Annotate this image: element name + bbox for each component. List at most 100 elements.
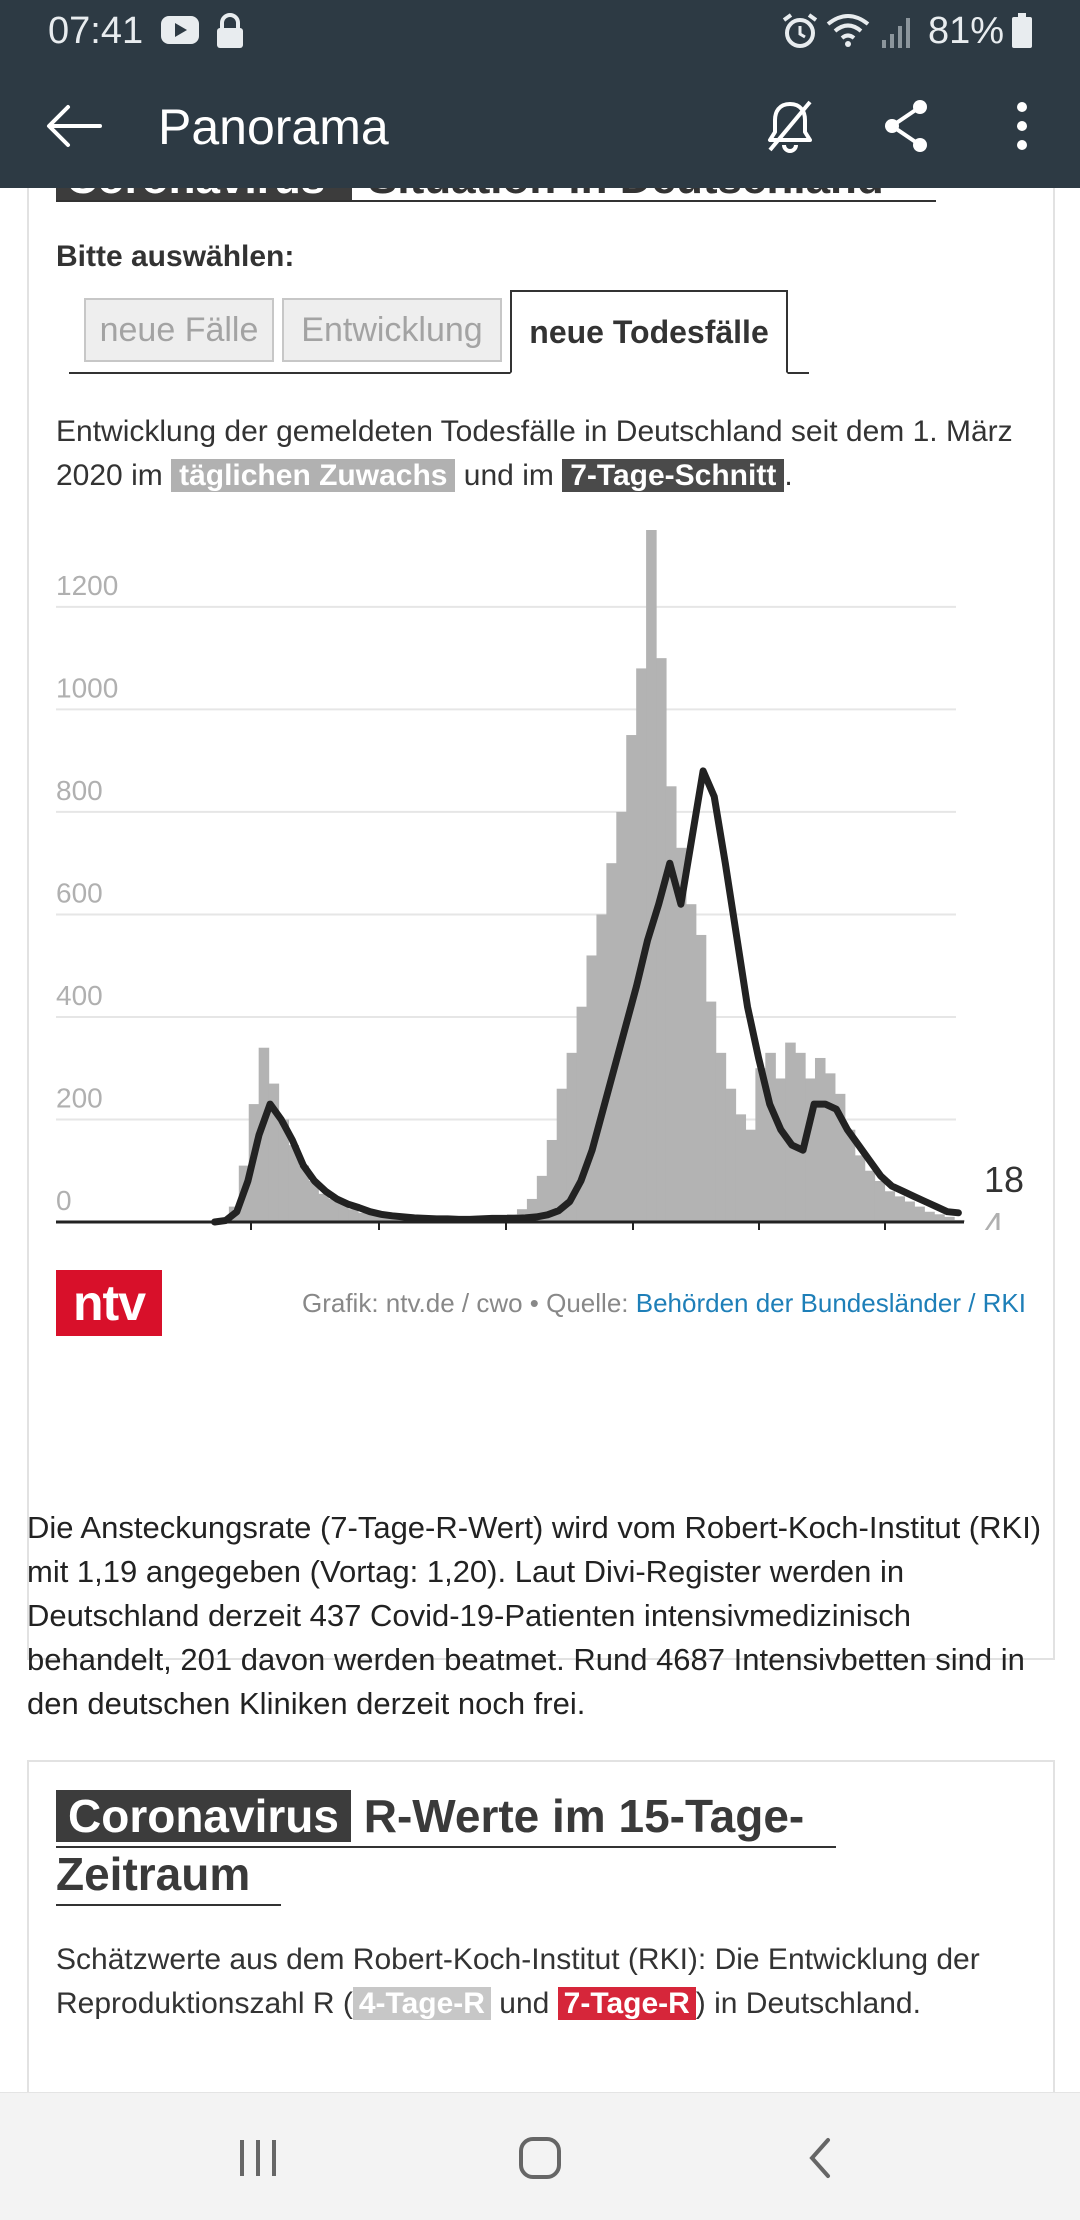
y-tick-label: 0 bbox=[56, 1185, 72, 1216]
bar-daily bbox=[675, 847, 687, 1222]
bar-daily bbox=[705, 1001, 717, 1222]
bar-daily bbox=[546, 1139, 558, 1222]
bar-daily bbox=[914, 1206, 925, 1222]
bar-daily bbox=[556, 1088, 568, 1222]
deaths-chart-card: Coronavirus Situation in Deutschland Bit… bbox=[27, 188, 1055, 1660]
bar-daily bbox=[606, 863, 617, 1222]
bar-daily bbox=[884, 1191, 896, 1222]
chart-avg-line bbox=[211, 767, 962, 1226]
bar-daily bbox=[695, 934, 707, 1222]
bar-daily bbox=[745, 1129, 756, 1222]
bar-daily bbox=[755, 1068, 766, 1222]
card2-desc-text: ) in Deutschland. bbox=[695, 1987, 921, 2020]
bar-daily bbox=[944, 1216, 955, 1222]
chart-description: Entwicklung der gemeldeten Todesfälle in… bbox=[56, 410, 1026, 498]
bar-daily bbox=[765, 1052, 776, 1222]
title-underline bbox=[56, 1846, 836, 1848]
article-content[interactable]: Coronavirus Situation in Deutschland Bit… bbox=[0, 188, 1080, 2092]
bar-daily bbox=[636, 668, 647, 1222]
last-value-avg: 18 bbox=[984, 1159, 1024, 1200]
legend-7-day-r: 7-Tage-R bbox=[557, 1987, 696, 2020]
bell-off-icon bbox=[768, 100, 812, 153]
card2-title-tag: Coronavirus bbox=[56, 1790, 351, 1842]
bar-daily bbox=[308, 1180, 319, 1222]
card2-title-text: R-Werte im 15-Tage-Zeitraum bbox=[56, 1790, 805, 1900]
tab-baseline bbox=[69, 372, 809, 374]
recent-apps-icon bbox=[240, 2140, 276, 2176]
share-button[interactable] bbox=[868, 88, 944, 164]
tab-new-cases[interactable]: neue Fälle bbox=[84, 298, 274, 362]
tab-new-deaths[interactable]: neue Todesfälle bbox=[510, 290, 788, 374]
bar-daily bbox=[735, 1114, 747, 1222]
bar-daily bbox=[596, 914, 607, 1222]
more-vertical-icon bbox=[1017, 102, 1027, 150]
bar-daily bbox=[725, 1088, 737, 1222]
bar-daily bbox=[338, 1201, 349, 1222]
bar-daily bbox=[377, 1215, 389, 1222]
chart-axes: 1.4.1.7.1.10.1.1.1.4.1.7.184 bbox=[56, 1159, 1024, 1230]
bar-daily bbox=[795, 1052, 806, 1222]
bar-daily bbox=[536, 1175, 548, 1222]
bar-daily bbox=[387, 1216, 399, 1222]
back-nav-button[interactable] bbox=[780, 2123, 860, 2193]
chart-description-text: und im bbox=[455, 459, 563, 492]
back-button[interactable] bbox=[36, 88, 112, 164]
y-tick-label: 600 bbox=[56, 877, 103, 908]
tab-development[interactable]: Entwicklung bbox=[282, 298, 502, 362]
bar-daily bbox=[934, 1214, 945, 1222]
bar-daily bbox=[367, 1214, 379, 1222]
bar-daily bbox=[656, 658, 667, 1222]
avg-line bbox=[211, 767, 962, 1226]
share-icon bbox=[885, 100, 927, 152]
home-button[interactable] bbox=[500, 2123, 580, 2193]
bar-daily bbox=[566, 1052, 578, 1222]
ntv-logo: ntv bbox=[56, 1270, 162, 1336]
bar-daily bbox=[586, 955, 598, 1222]
lock-icon bbox=[214, 12, 246, 55]
r-values-card: Coronavirus R-Werte im 15-Tage-Zeitraum … bbox=[27, 1760, 1055, 2092]
select-label: Bitte auswählen: bbox=[56, 240, 295, 273]
youtube-icon bbox=[160, 12, 200, 53]
notification-off-button[interactable] bbox=[752, 88, 828, 164]
bar-daily bbox=[646, 530, 657, 1222]
legend-daily: täglichen Zuwachs bbox=[171, 459, 456, 492]
recent-apps-button[interactable] bbox=[218, 2123, 298, 2193]
bar-daily bbox=[894, 1196, 905, 1222]
y-tick-label: 400 bbox=[56, 980, 103, 1011]
chart-description-text: . bbox=[784, 459, 793, 492]
alarm-icon bbox=[780, 12, 820, 55]
bar-daily bbox=[814, 1057, 826, 1222]
bar-daily bbox=[685, 904, 697, 1222]
bar-daily bbox=[358, 1212, 369, 1222]
bar-daily bbox=[278, 1119, 290, 1222]
bar-daily bbox=[904, 1201, 915, 1222]
bar-daily bbox=[328, 1198, 339, 1222]
bar-daily bbox=[834, 1093, 846, 1222]
card2-title: Coronavirus R-Werte im 15-Tage-Zeitraum bbox=[56, 1787, 856, 1903]
y-tick-label: 800 bbox=[56, 775, 103, 806]
chart-gridlines: 0 200 400 600 800 1000 1200 bbox=[56, 570, 956, 1216]
chart-description-text: Entwicklung der gemeldeten Todesfälle in… bbox=[56, 415, 1013, 492]
article-paragraph: Die Ansteckungsrate (7-Tage-R-Wert) wird… bbox=[27, 1510, 1042, 1721]
back-arrow-icon bbox=[47, 105, 102, 147]
card-heading: Coronavirus Situation in Deutschland bbox=[56, 188, 936, 202]
title-underline bbox=[56, 1904, 281, 1906]
y-tick-label: 200 bbox=[56, 1082, 103, 1113]
bar-daily bbox=[864, 1170, 876, 1222]
source-link[interactable]: Behörden der Bundesländer / RKI bbox=[635, 1288, 1026, 1318]
legend-seven-day: 7-Tage-Schnitt bbox=[562, 459, 785, 492]
battery-percent: 81% bbox=[928, 10, 1005, 52]
card-heading-tag: Coronavirus bbox=[56, 188, 352, 200]
bar-daily bbox=[854, 1155, 866, 1222]
bar-daily bbox=[805, 1078, 816, 1222]
bar-daily bbox=[616, 811, 627, 1222]
app-bar: Panorama bbox=[0, 62, 1080, 188]
card2-description: Schätzwerte aus dem Robert-Koch-Institut… bbox=[56, 1938, 1036, 2026]
bar-daily bbox=[318, 1193, 329, 1222]
more-options-button[interactable] bbox=[984, 88, 1060, 164]
bar-daily bbox=[715, 1052, 727, 1222]
status-bar: 07:41 81% bbox=[0, 0, 1080, 62]
bar-daily bbox=[665, 786, 677, 1222]
card-heading-text: Situation in Deutschland bbox=[368, 188, 884, 200]
